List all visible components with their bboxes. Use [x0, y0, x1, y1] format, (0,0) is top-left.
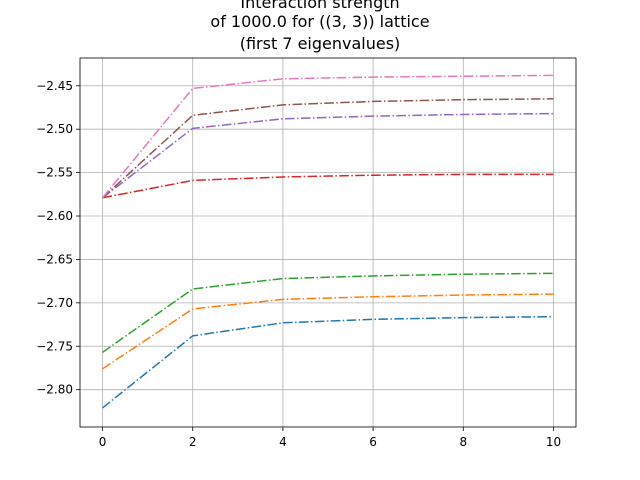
y-tick-label: −2.60	[36, 209, 73, 223]
series-line-4	[102, 173, 554, 199]
plot-area-frame	[79, 57, 577, 428]
x-tick-label: 8	[459, 435, 467, 449]
series-line-2	[102, 293, 554, 370]
chart-title-line-1: Interaction strength	[240, 0, 399, 12]
series-line-6	[102, 98, 554, 199]
x-tick-label: 2	[189, 435, 197, 449]
series-lines	[101, 74, 554, 409]
y-tick-label: −2.65	[36, 252, 73, 266]
series-line-1	[102, 315, 554, 409]
series-line-3	[102, 272, 554, 353]
y-tick-label: −2.75	[36, 339, 73, 353]
y-tick-label: −2.55	[36, 166, 73, 180]
x-tick-label: 6	[369, 435, 377, 449]
y-tick-label: −2.70	[36, 296, 73, 310]
series-line-5	[102, 112, 554, 199]
chart-title-line-2: of 1000.0 for ((3, 3)) lattice	[210, 12, 429, 31]
x-tick-label: 10	[546, 435, 561, 449]
grid-lines	[80, 58, 576, 427]
y-tick-label: −2.50	[36, 122, 73, 136]
y-tick-label: −2.80	[36, 383, 73, 397]
x-axis: 0 2 4 6 8 10	[99, 427, 561, 449]
y-axis: −2.80 −2.75 −2.70 −2.65 −2.60 −2.55 −2.50 −2.45	[36, 79, 80, 397]
chart-title: Interaction strength of 1000.0 for ((3, …	[210, 0, 429, 53]
y-tick-label: −2.45	[36, 79, 73, 93]
x-tick-label: 0	[99, 435, 107, 449]
chart-title-line-3: (first 7 eigenvalues)	[240, 34, 401, 53]
x-tick-label: 4	[279, 435, 287, 449]
series-line-7	[101, 74, 554, 199]
